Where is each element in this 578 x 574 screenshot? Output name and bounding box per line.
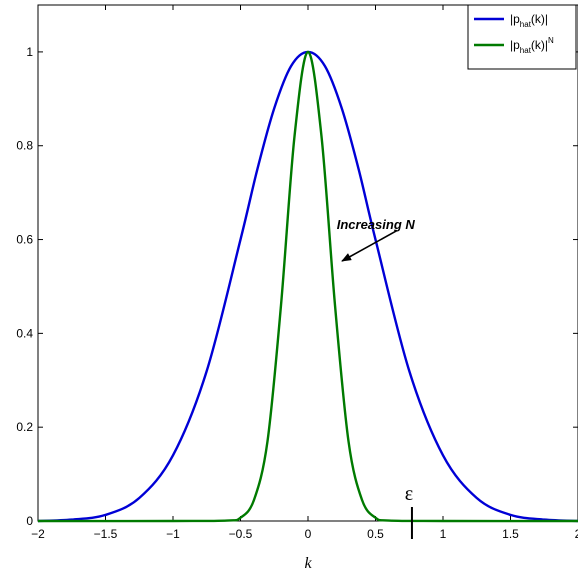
x-axis-label: k [304, 555, 312, 572]
legend-label-2: |phat(k)|N [510, 36, 554, 55]
y-tick-label: 0 [26, 514, 33, 528]
x-tick-label: 1 [440, 527, 447, 541]
legend: |phat(k)| |phat(k)|N [467, 4, 577, 70]
x-tick-label: 0 [305, 527, 312, 541]
series-line-2 [37, 50, 578, 523]
axis-ticks: −2 −1.5 −1 −0.5 0 0.5 1 1.5 2 0 0.2 0.4 0.6 0.8 1 [16, 5, 578, 541]
y-tick-label: 0.2 [16, 420, 33, 434]
series-layer [37, 50, 578, 523]
legend-label-1: |phat(k)| [510, 12, 548, 29]
x-tick-label: 1.5 [502, 527, 519, 541]
epsilon-label: ε [405, 483, 413, 505]
y-tick-label: 1 [26, 45, 33, 59]
x-tick-label: 0.5 [367, 527, 384, 541]
y-tick-label: 0.8 [16, 139, 33, 153]
y-tick-label: 0.4 [16, 326, 33, 340]
annotation-arrow [341, 229, 398, 262]
x-tick-label: −0.5 [229, 527, 253, 541]
annotation-increasing-n: Increasing N [337, 217, 416, 232]
x-tick-label: 2 [575, 527, 578, 541]
plot-area [37, 4, 578, 522]
x-tick-label: −2 [31, 527, 45, 541]
x-tick-label: −1 [166, 527, 180, 541]
annotation-layer: Increasing N ε [337, 217, 416, 539]
y-tick-label: 0.6 [16, 233, 33, 247]
x-tick-label: −1.5 [94, 527, 118, 541]
legend-box [467, 4, 577, 70]
